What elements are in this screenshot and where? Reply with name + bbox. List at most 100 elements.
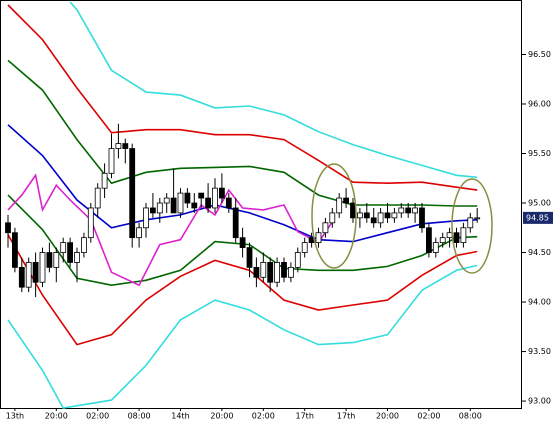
candle-body <box>156 202 163 214</box>
candle-body <box>170 197 177 214</box>
candle-body <box>115 143 122 149</box>
candle-body <box>136 227 143 239</box>
candle-body <box>384 212 391 219</box>
candle-body <box>74 252 80 263</box>
candle-body <box>5 222 11 234</box>
candle-body <box>46 252 53 268</box>
y-tick-label: 94.00 <box>528 298 551 307</box>
x-tick-label: 08:00 <box>128 412 151 421</box>
indicator-line <box>7 264 478 409</box>
candle-body <box>315 232 322 244</box>
x-tick-label: 20:00 <box>45 412 68 421</box>
candle-body <box>67 242 73 263</box>
candle-body <box>377 212 384 224</box>
y-tick-label: 95.50 <box>528 149 551 158</box>
indicator-line <box>69 1 478 179</box>
candle-body <box>467 217 474 229</box>
candle-body <box>11 232 18 268</box>
last-price-box <box>523 211 553 224</box>
candle-body <box>425 227 432 253</box>
candle-body <box>163 197 170 204</box>
candle-body <box>391 212 398 219</box>
candle-body <box>87 207 94 239</box>
x-tick-label: 08:00 <box>459 412 482 421</box>
x-tick-label: 02:00 <box>252 412 275 421</box>
x-tick-label: 02:00 <box>86 412 109 421</box>
candle-body <box>432 242 439 253</box>
plot-area <box>5 1 481 409</box>
candle-body <box>25 262 32 288</box>
candle-body <box>260 262 267 278</box>
candle-body <box>474 217 481 220</box>
candle-body <box>460 227 467 244</box>
candle-body <box>274 262 281 283</box>
indicator-line <box>7 4 478 191</box>
candle-body <box>218 187 225 199</box>
y-tick-label: 96.50 <box>528 50 551 59</box>
candle-body <box>232 207 239 239</box>
candle-body <box>439 237 446 244</box>
candle-body <box>81 237 87 253</box>
y-tick-label: 96.00 <box>528 99 551 108</box>
candle-body <box>53 252 60 268</box>
candle-body <box>39 252 46 283</box>
candle-body <box>253 266 260 278</box>
x-tick-label: 02:00 <box>417 412 440 421</box>
candle-body <box>350 202 356 219</box>
candle-body <box>246 247 253 268</box>
candle-body <box>294 252 301 268</box>
x-tick-label: 17th <box>337 412 355 421</box>
x-tick-label: 13th <box>6 412 24 421</box>
candle-body <box>198 192 205 199</box>
candle-body <box>122 143 129 149</box>
candle-body <box>184 192 191 204</box>
candle-body <box>239 237 246 248</box>
x-tick-label: 20:00 <box>376 412 399 421</box>
x-tick-label: 14th <box>171 412 189 421</box>
candle-body <box>129 148 136 239</box>
y-tick-label: 95.00 <box>528 199 551 208</box>
candle-body <box>412 207 419 214</box>
y-tick-label: 94.50 <box>528 248 551 257</box>
candle-body <box>356 212 363 219</box>
candle-body <box>329 212 336 224</box>
candle-body <box>177 192 184 214</box>
candle-body <box>225 197 232 209</box>
candle-body <box>191 202 198 209</box>
candle-body <box>287 266 294 278</box>
candle-body <box>453 232 460 244</box>
candle-body <box>405 207 412 214</box>
candle-body <box>336 197 343 214</box>
candle-body <box>143 207 149 229</box>
candle-body <box>419 207 425 229</box>
annotation-ellipse <box>311 163 357 269</box>
plot-frame <box>0 0 522 409</box>
candle-body <box>363 212 370 219</box>
x-tick-label: 17th <box>296 412 314 421</box>
candle-body <box>149 207 156 214</box>
last-price-label: 94.85 <box>526 213 549 222</box>
candle-body <box>322 222 329 234</box>
candle-body <box>108 148 115 174</box>
candle-body <box>60 242 67 253</box>
candle-body <box>205 197 212 209</box>
candle-body <box>343 197 350 204</box>
candle-body <box>267 262 274 283</box>
annotation-ellipse <box>451 178 493 274</box>
candle-body <box>18 266 25 288</box>
candle-body <box>94 187 101 209</box>
candle-body <box>101 172 108 189</box>
indicator-line <box>7 59 478 207</box>
candle-body <box>32 262 39 283</box>
y-tick-label: 93.50 <box>528 347 551 356</box>
candle-body <box>446 232 453 239</box>
candle-body <box>398 207 405 214</box>
x-tick-label: 20:00 <box>210 412 233 421</box>
candle-body <box>370 217 377 224</box>
candle-body <box>281 262 287 278</box>
indicator-line <box>7 173 333 287</box>
y-tick-label: 93.00 <box>528 397 551 406</box>
candle-body <box>301 242 308 253</box>
candle-body <box>212 187 218 209</box>
